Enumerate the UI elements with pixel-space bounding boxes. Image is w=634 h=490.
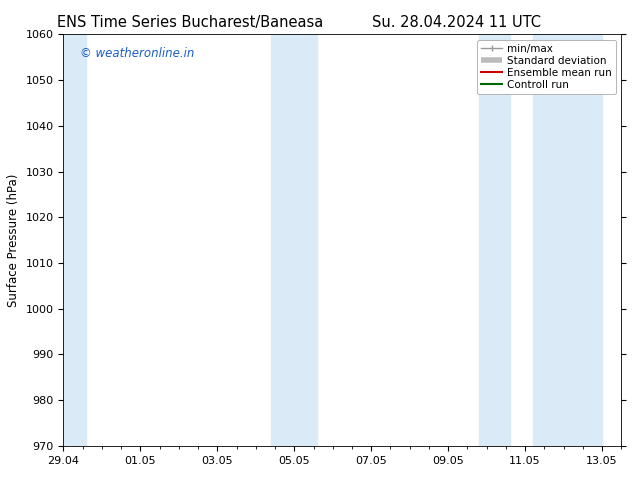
- Bar: [479, 34, 510, 446]
- Text: Su. 28.04.2024 11 UTC: Su. 28.04.2024 11 UTC: [372, 15, 541, 30]
- Y-axis label: Surface Pressure (hPa): Surface Pressure (hPa): [7, 173, 20, 307]
- Text: © weatheronline.in: © weatheronline.in: [80, 47, 195, 60]
- Bar: [533, 34, 602, 446]
- Bar: [271, 34, 318, 446]
- Bar: [63, 34, 86, 446]
- Text: ENS Time Series Bucharest/Baneasa: ENS Time Series Bucharest/Baneasa: [57, 15, 323, 30]
- Legend: min/max, Standard deviation, Ensemble mean run, Controll run: min/max, Standard deviation, Ensemble me…: [477, 40, 616, 94]
